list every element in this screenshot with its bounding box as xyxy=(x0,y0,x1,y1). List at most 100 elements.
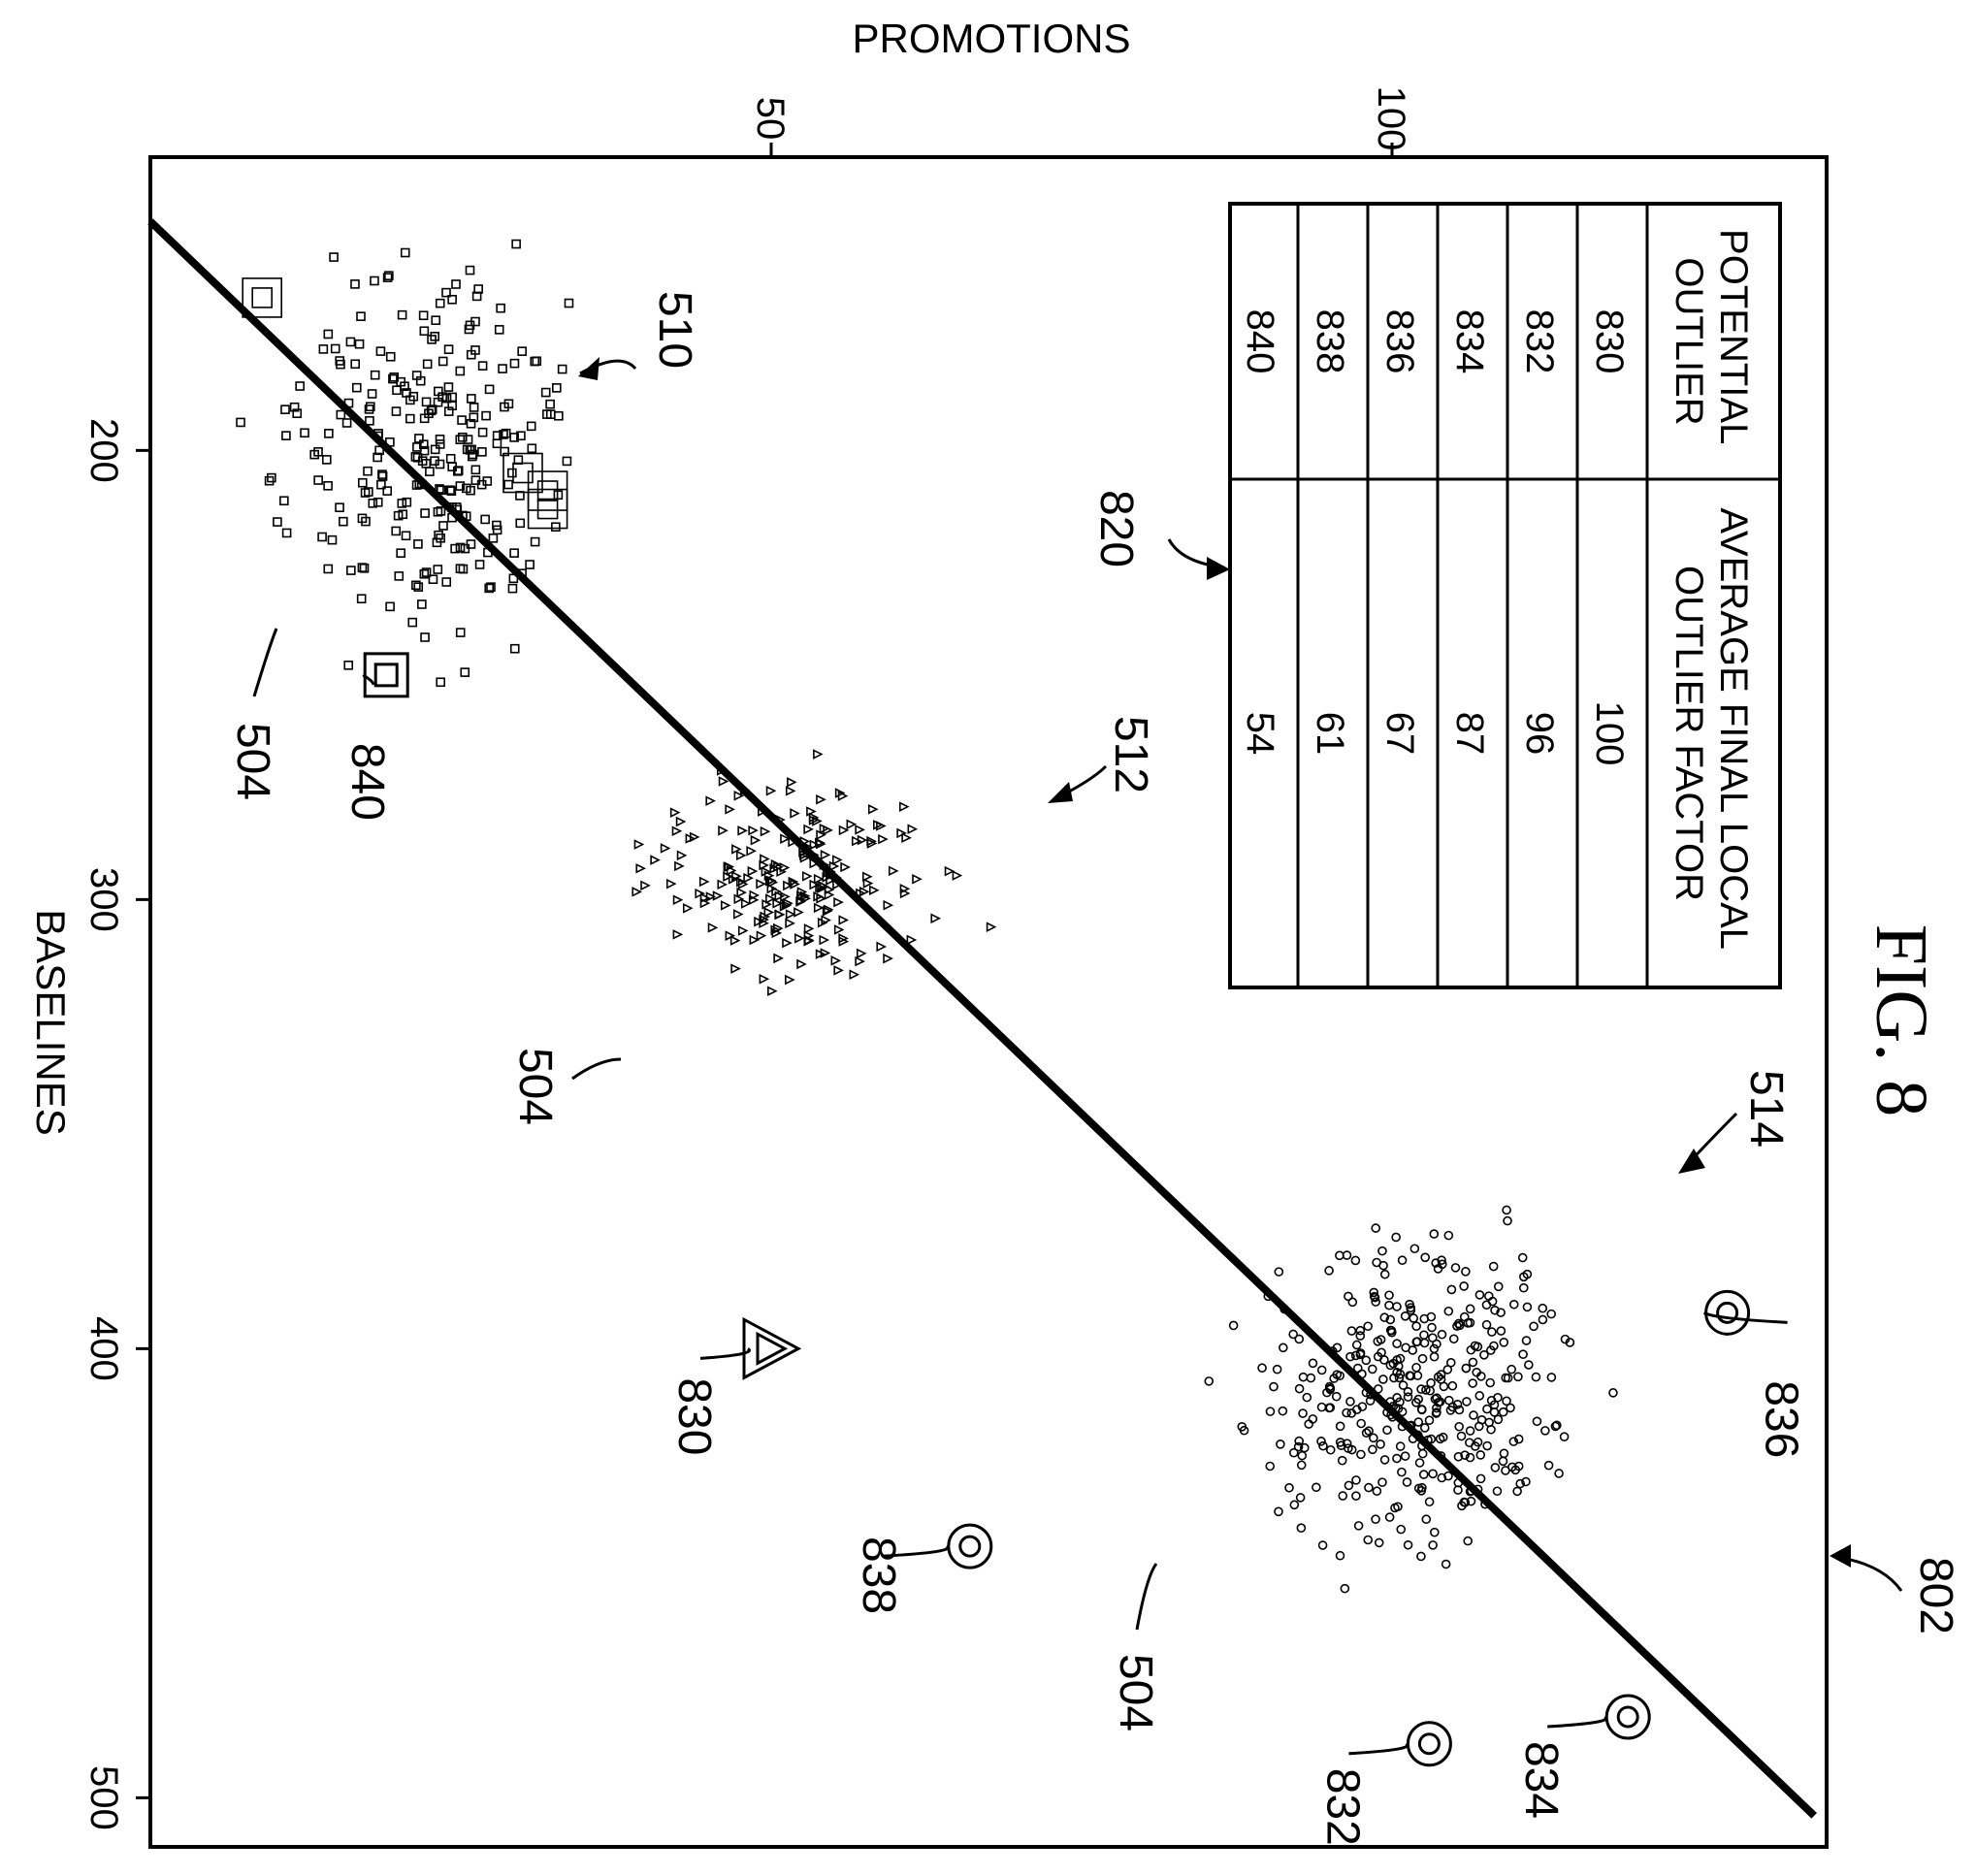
data-point xyxy=(724,861,735,872)
data-point xyxy=(385,601,395,612)
table-header-line-1: POTENTIAL xyxy=(1712,229,1755,443)
data-point xyxy=(781,899,793,911)
data-point xyxy=(385,437,395,447)
data-point xyxy=(1392,1453,1402,1464)
data-point xyxy=(343,398,354,408)
data-point xyxy=(323,564,334,574)
data-point xyxy=(855,955,865,967)
data-point xyxy=(1377,1245,1387,1256)
data-point xyxy=(1293,1441,1304,1452)
data-point xyxy=(463,435,473,444)
data-point xyxy=(1369,1291,1379,1302)
data-point xyxy=(392,385,402,396)
data-point xyxy=(280,404,290,414)
data-point xyxy=(798,850,810,860)
data-point xyxy=(477,427,488,437)
data-point xyxy=(725,930,736,941)
data-point xyxy=(1413,1417,1424,1427)
outlier-830: 830 xyxy=(668,1316,802,1455)
data-point xyxy=(434,530,443,540)
data-point xyxy=(451,279,461,289)
outlier-label: 838 xyxy=(853,1536,904,1614)
data-point xyxy=(370,370,380,380)
data-point xyxy=(785,909,796,920)
data-point xyxy=(1517,1252,1528,1263)
data-point xyxy=(1382,1425,1392,1436)
data-point xyxy=(1363,1535,1374,1545)
data-point xyxy=(1397,1467,1407,1477)
data-point xyxy=(431,315,441,325)
data-point xyxy=(1437,1255,1446,1266)
series-510 xyxy=(236,239,574,688)
data-point xyxy=(1453,1485,1463,1495)
data-point xyxy=(1414,1458,1425,1468)
data-point xyxy=(1335,1421,1345,1432)
data-point xyxy=(749,934,761,946)
data-point xyxy=(1342,1250,1352,1260)
data-point xyxy=(633,839,645,850)
data-point xyxy=(433,506,443,517)
data-point xyxy=(1302,1392,1312,1403)
arrowhead-802 xyxy=(1830,1544,1851,1568)
data-point xyxy=(1465,1304,1475,1314)
data-point xyxy=(809,857,821,869)
data-point xyxy=(1486,1396,1497,1406)
outlier-marker-outer xyxy=(1604,1694,1651,1740)
outlier-leader xyxy=(1348,1742,1409,1756)
arrowhead-510 xyxy=(578,357,599,380)
data-point xyxy=(830,955,842,966)
data-point xyxy=(1384,1290,1394,1301)
data-point xyxy=(1466,1496,1476,1506)
data-point xyxy=(1461,1267,1471,1277)
table-cell-lof-value: 96 xyxy=(1518,712,1561,756)
data-point xyxy=(508,573,519,584)
data-point xyxy=(1433,1372,1443,1382)
data-point xyxy=(759,974,770,985)
data-point xyxy=(705,795,716,806)
data-point xyxy=(754,916,764,927)
data-point xyxy=(803,923,815,934)
data-point xyxy=(809,839,821,851)
data-point xyxy=(1529,1321,1539,1332)
data-point xyxy=(415,375,426,386)
data-point xyxy=(760,825,771,837)
table-header-lof: AVERAGE FINAL LOCAL OUTLIER FACTOR xyxy=(1668,507,1755,958)
data-point xyxy=(1312,1482,1321,1493)
data-point xyxy=(1468,1357,1478,1368)
data-point xyxy=(1459,1281,1469,1291)
outlier-label: 832 xyxy=(1316,1768,1368,1846)
data-point xyxy=(775,814,786,825)
data-point xyxy=(350,359,360,370)
data-point xyxy=(391,406,402,416)
data-point xyxy=(530,536,540,547)
data-point xyxy=(1476,1414,1487,1425)
data-point xyxy=(716,765,728,776)
data-point xyxy=(354,339,365,349)
data-point xyxy=(1460,1450,1470,1460)
data-point xyxy=(1364,1426,1374,1436)
table-cell-lof-value: 87 xyxy=(1448,712,1491,756)
data-point xyxy=(1361,1387,1372,1398)
data-point xyxy=(640,880,651,891)
data-point xyxy=(1373,1336,1383,1346)
data-point xyxy=(1297,1450,1308,1461)
data-point xyxy=(1498,1407,1508,1417)
data-point xyxy=(669,807,681,818)
data-point xyxy=(803,935,815,947)
data-point xyxy=(1490,1463,1501,1472)
data-point xyxy=(494,325,504,335)
data-point xyxy=(772,898,783,909)
data-point xyxy=(469,403,479,412)
outlier-markers: 830 832 834 836 838 840 xyxy=(242,277,1807,1846)
data-point xyxy=(740,898,752,909)
data-point xyxy=(1298,1408,1308,1418)
leader-504-b xyxy=(571,1057,622,1081)
data-point xyxy=(465,265,475,275)
data-point xyxy=(455,366,466,376)
data-point xyxy=(492,431,502,440)
data-point xyxy=(883,953,893,964)
data-point xyxy=(750,834,761,846)
series-512 xyxy=(632,749,997,997)
cluster-outlier-square-inner xyxy=(512,462,534,484)
